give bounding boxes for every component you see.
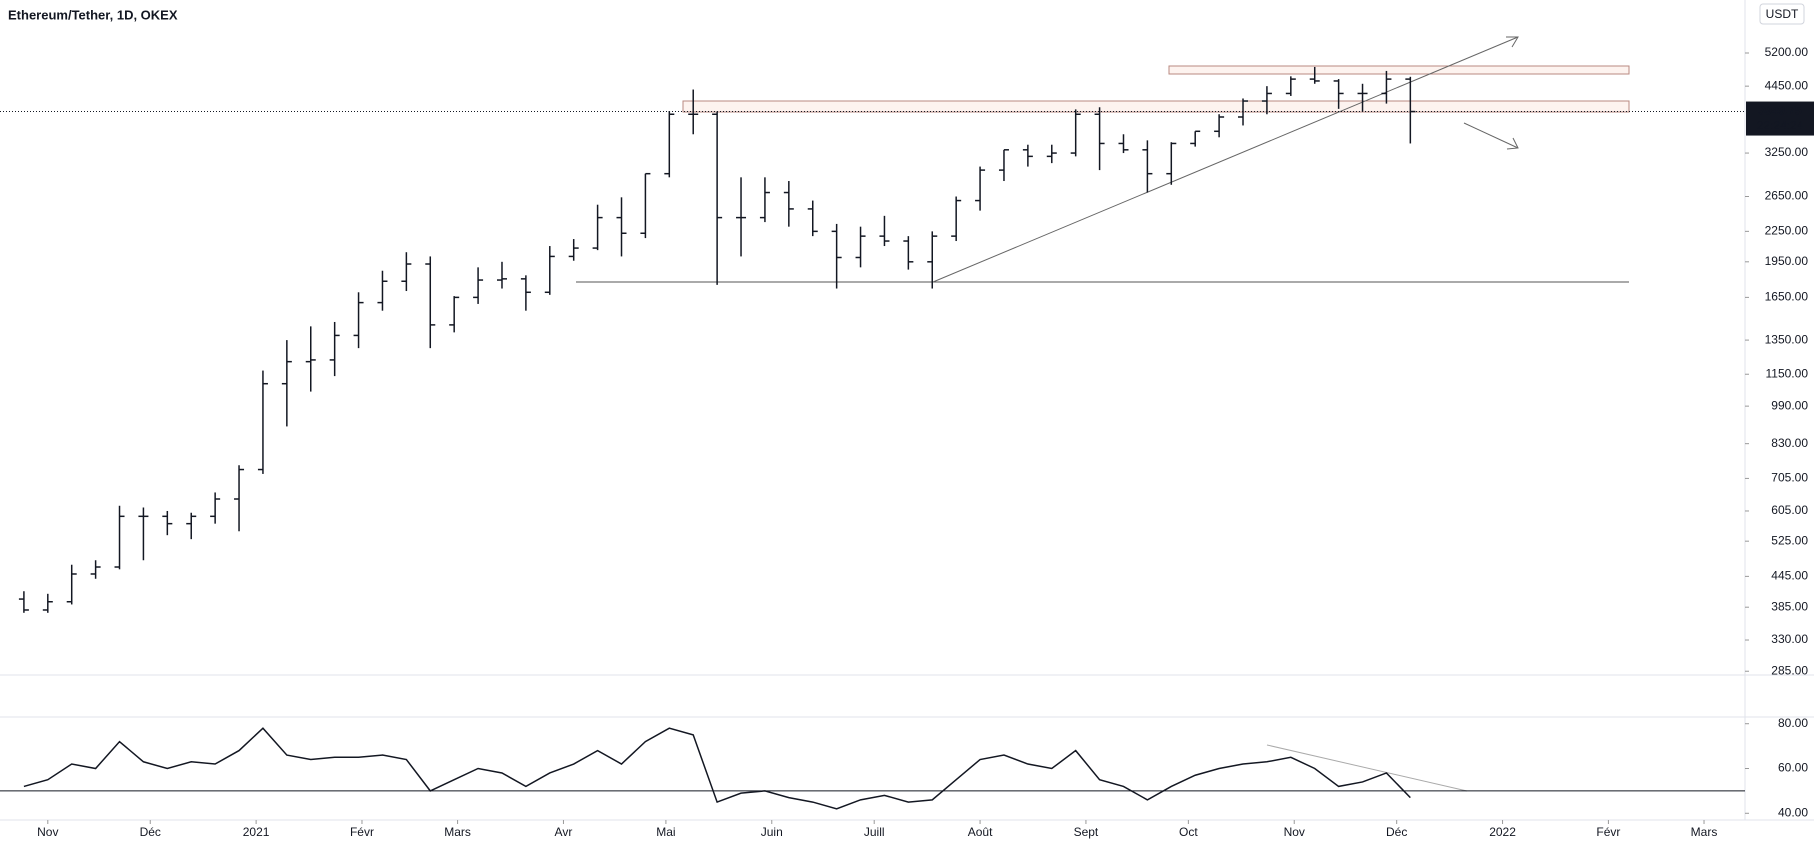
y-tick-label: 705.00 [1771, 471, 1808, 485]
countdown-label: 22:24:24 [1757, 119, 1804, 133]
x-tick-label: Juin [761, 825, 783, 839]
rsi-trend-line [1266, 744, 1468, 792]
x-tick-label: 2021 [243, 825, 270, 839]
y-tick-label: 1350.00 [1765, 332, 1809, 346]
trend-line [932, 36, 1519, 283]
x-tick-label: Août [968, 825, 993, 839]
arrow-head [1506, 36, 1519, 48]
y-tick-label: 990.00 [1771, 398, 1808, 412]
x-tick-label: Nov [1284, 825, 1305, 839]
y-tick-label: 1650.00 [1765, 290, 1809, 304]
drawings [576, 36, 1630, 792]
y-tick-label: 1150.00 [1766, 366, 1809, 380]
y-tick-label: 1950.00 [1765, 254, 1809, 268]
zone-box [682, 100, 1630, 113]
y-tick-label: 2650.00 [1765, 189, 1809, 203]
x-tick-label: Avr [555, 825, 573, 839]
x-tick-label: Mars [1691, 825, 1718, 839]
x-tick-label: Mai [656, 825, 675, 839]
price-tag [1746, 101, 1814, 136]
x-tick-label: Sept [1074, 825, 1099, 839]
y-tick-label: 2250.00 [1765, 224, 1809, 238]
y-tick-label: 830.00 [1771, 436, 1808, 450]
y-tick-label: 285.00 [1771, 663, 1808, 677]
y-tick-label: 40.00 [1778, 805, 1808, 819]
x-tick-label: Oct [1179, 825, 1198, 839]
arrow-head [1506, 137, 1519, 150]
x-tick-label: 2022 [1489, 825, 1516, 839]
y-tick-label: 445.00 [1771, 569, 1808, 583]
x-tick-label: Juill [864, 825, 885, 839]
x-tick-label: Mars [444, 825, 471, 839]
y-tick-label: 3250.00 [1765, 145, 1809, 159]
y-tick-label: 80.00 [1778, 716, 1808, 730]
chart-title: Ethereum/Tether, 1D, OKEX [8, 7, 178, 22]
currency-label: USDT [1766, 7, 1799, 21]
y-tick-label: 605.00 [1771, 503, 1808, 517]
y-tick-label: 525.00 [1771, 533, 1808, 547]
rsi-line [23, 727, 1411, 810]
y-tick-label: 5200.00 [1765, 45, 1809, 59]
zone-box [1168, 65, 1630, 75]
x-tick-label: Déc [140, 825, 161, 839]
currency-box [1759, 3, 1805, 25]
x-tick-label: Nov [37, 825, 58, 839]
x-tick-label: Févr [1596, 825, 1620, 839]
y-tick-label: 4450.00 [1765, 78, 1809, 92]
arrow [1463, 122, 1519, 149]
y-tick-label: 60.00 [1778, 761, 1808, 775]
y-tick-label: 330.00 [1771, 632, 1808, 646]
x-tick-label: Févr [350, 825, 374, 839]
x-tick-label: Déc [1386, 825, 1407, 839]
y-tick-label: 385.00 [1771, 599, 1808, 613]
price-tag-label: 3949.75 [1758, 104, 1802, 118]
